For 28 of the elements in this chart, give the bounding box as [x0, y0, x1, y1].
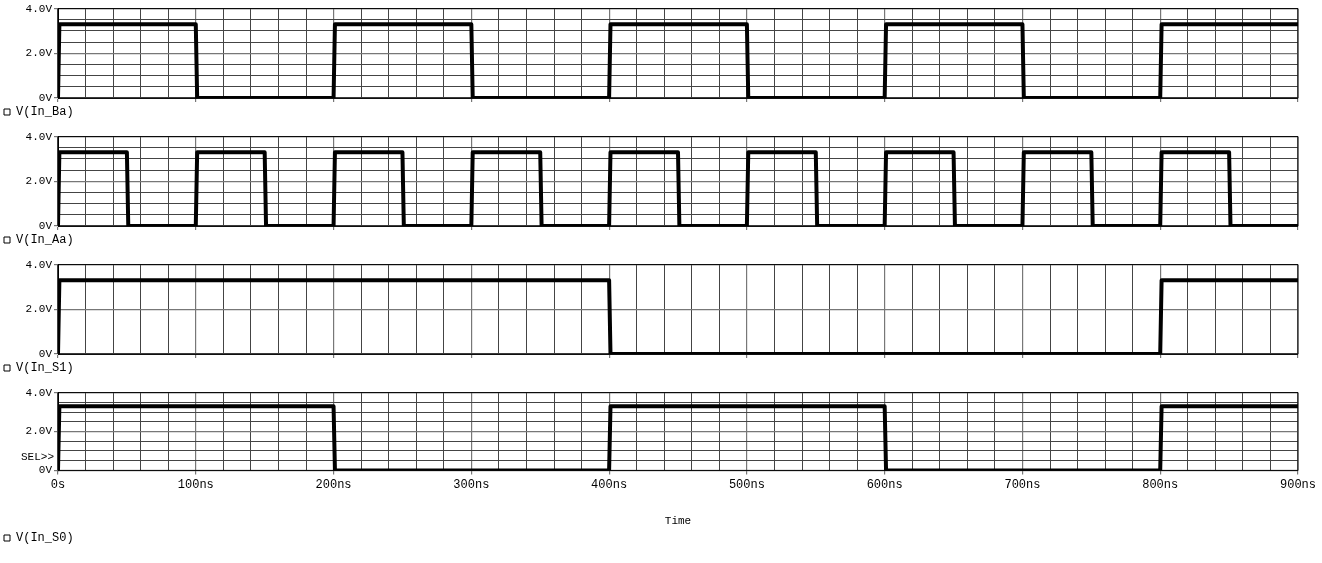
y-tick-label: 2.0V [25, 175, 53, 188]
y-tick-label: 0V [38, 91, 53, 104]
y-tick-label: 2.0V [25, 47, 53, 60]
y-tick-label: 0V [38, 219, 53, 232]
text: SEL>> [20, 451, 54, 464]
y-tick-label: 2.0V [25, 303, 53, 316]
y-tick-label: 4.0V [25, 2, 53, 15]
x-tick-label: 800ns [1142, 477, 1179, 492]
x-tick-label: 900ns [1279, 477, 1317, 492]
x-tick-label: 600ns [866, 477, 903, 492]
x-tick-label: 500ns [728, 477, 765, 492]
legend-label: V(In_S1) [16, 361, 74, 376]
y-tick-label: 0V [38, 347, 53, 360]
y-tick-label: 0V [38, 464, 53, 477]
y-tick-label: 4.0V [25, 386, 53, 399]
x-tick-label: 0s [50, 477, 66, 492]
y-tick-label: 2.0V [25, 425, 53, 438]
y-tick-label: 4.0V [25, 258, 53, 271]
x-tick-label: 400ns [591, 477, 628, 492]
legend-label: V(In_Ba) [16, 105, 74, 120]
x-axis-title: Time [664, 515, 692, 528]
y-tick-label: 4.0V [25, 130, 53, 143]
legend-label: V(In_S0) [16, 531, 74, 546]
x-tick-label: 100ns [177, 477, 214, 492]
x-tick-label: 200ns [315, 477, 352, 492]
x-tick-label: 300ns [453, 477, 490, 492]
x-tick-label: 700ns [1004, 477, 1041, 492]
legend-label: V(In_Aa) [16, 233, 74, 248]
